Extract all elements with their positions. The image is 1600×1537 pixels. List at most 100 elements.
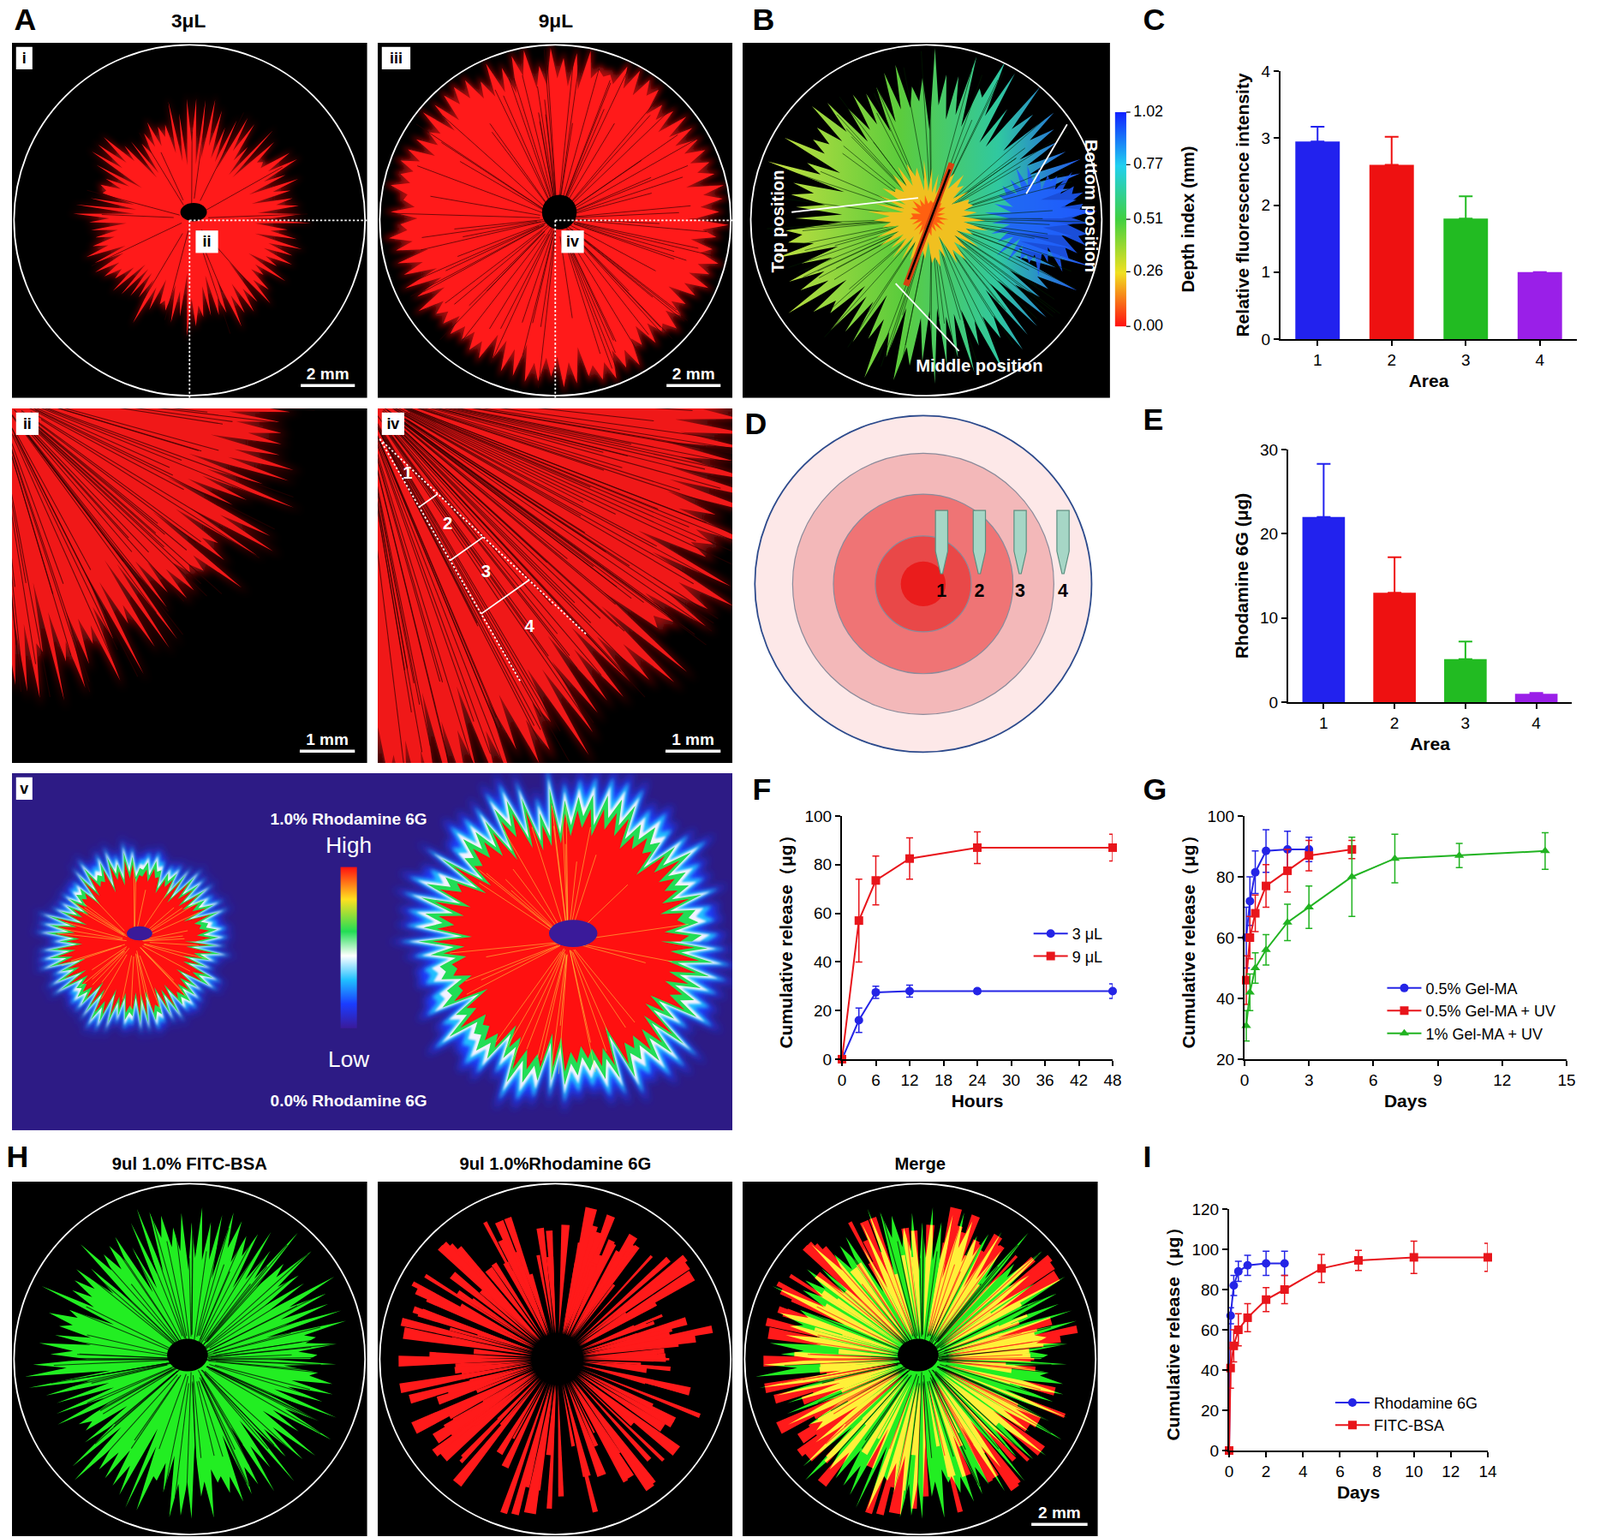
svg-text:6: 6 <box>871 1071 881 1090</box>
svg-text:3: 3 <box>1304 1071 1314 1090</box>
svg-text:ii: ii <box>202 232 212 251</box>
svg-text:9: 9 <box>1433 1071 1444 1090</box>
svg-text:2: 2 <box>1387 351 1398 370</box>
svg-text:2: 2 <box>974 580 986 602</box>
svg-text:100: 100 <box>1207 807 1236 826</box>
svg-text:Top position: Top position <box>769 170 789 274</box>
svg-text:100: 100 <box>1192 1241 1220 1260</box>
svg-text:Depth index (mm): Depth index (mm) <box>1178 146 1198 293</box>
svg-text:2 mm: 2 mm <box>672 364 716 383</box>
svg-text:i: i <box>22 49 27 67</box>
svg-text:2: 2 <box>1390 713 1400 732</box>
svg-text:12: 12 <box>901 1071 920 1090</box>
svg-text:120: 120 <box>1192 1200 1220 1219</box>
svg-text:3 μL: 3 μL <box>1072 925 1103 944</box>
svg-text:iv: iv <box>386 414 400 432</box>
svg-text:1: 1 <box>1313 351 1323 370</box>
svg-text:4: 4 <box>1261 62 1272 81</box>
svg-text:iv: iv <box>566 232 580 251</box>
svg-text:9ul 1.0% FITC-BSA: 9ul 1.0% FITC-BSA <box>112 1154 268 1174</box>
svg-text:H: H <box>5 1140 29 1175</box>
svg-text:2 mm: 2 mm <box>306 364 350 383</box>
svg-text:0.5% Gel-MA: 0.5% Gel-MA <box>1426 980 1518 998</box>
svg-text:1: 1 <box>937 580 948 602</box>
svg-text:80: 80 <box>1216 868 1235 887</box>
svg-text:9 μL: 9 μL <box>1072 949 1103 967</box>
svg-text:High: High <box>325 832 372 859</box>
svg-text:0: 0 <box>1224 1462 1235 1481</box>
svg-text:60: 60 <box>1216 929 1235 948</box>
svg-text:Cumulative release（μg）: Cumulative release（μg） <box>1164 1219 1184 1442</box>
svg-text:D: D <box>745 406 768 442</box>
svg-text:2: 2 <box>1261 1462 1272 1481</box>
svg-text:18: 18 <box>934 1071 953 1090</box>
svg-text:Days: Days <box>1337 1483 1380 1504</box>
svg-text:10: 10 <box>1259 608 1278 627</box>
svg-text:1 mm: 1 mm <box>671 730 715 749</box>
svg-text:14: 14 <box>1479 1462 1499 1481</box>
svg-text:1.0% Rhodamine 6G: 1.0% Rhodamine 6G <box>270 810 428 829</box>
svg-text:3: 3 <box>1461 351 1471 370</box>
svg-text:15: 15 <box>1558 1071 1577 1090</box>
svg-text:30: 30 <box>1259 440 1278 459</box>
svg-text:20: 20 <box>1259 525 1278 544</box>
svg-text:48: 48 <box>1104 1071 1123 1090</box>
svg-text:Area: Area <box>1408 370 1450 391</box>
svg-text:Relative fluorescence intensit: Relative fluorescence intensity <box>1233 72 1254 337</box>
svg-text:C: C <box>1142 3 1165 38</box>
svg-text:3: 3 <box>1261 129 1272 148</box>
svg-text:0: 0 <box>1261 330 1272 349</box>
svg-text:80: 80 <box>1200 1281 1219 1300</box>
svg-text:Rhodamine 6G (μg): Rhodamine 6G (μg) <box>1231 492 1252 659</box>
svg-text:2 mm: 2 mm <box>1038 1504 1081 1523</box>
svg-text:0: 0 <box>837 1071 848 1090</box>
svg-text:20: 20 <box>813 1002 832 1021</box>
svg-text:40: 40 <box>1200 1361 1219 1380</box>
svg-text:40: 40 <box>813 953 832 972</box>
svg-text:Cumulative release（μg）: Cumulative release（μg） <box>776 826 796 1049</box>
svg-text:Middle position: Middle position <box>915 356 1043 376</box>
svg-text:8: 8 <box>1373 1462 1383 1481</box>
svg-text:60: 60 <box>813 904 832 923</box>
svg-text:4: 4 <box>1535 351 1546 370</box>
svg-text:1: 1 <box>1261 262 1272 281</box>
svg-text:0: 0 <box>1240 1071 1250 1090</box>
svg-text:4: 4 <box>1057 580 1069 602</box>
svg-text:1: 1 <box>402 463 412 483</box>
svg-text:A: A <box>14 3 37 38</box>
svg-text:Low: Low <box>328 1046 370 1073</box>
svg-text:10: 10 <box>1404 1462 1423 1481</box>
svg-text:6: 6 <box>1368 1071 1379 1090</box>
svg-text:42: 42 <box>1069 1071 1088 1090</box>
svg-text:1: 1 <box>1319 713 1329 732</box>
svg-text:I: I <box>1142 1140 1152 1175</box>
svg-text:4: 4 <box>1298 1462 1308 1481</box>
svg-text:0.00: 0.00 <box>1134 316 1165 335</box>
svg-text:0: 0 <box>823 1050 833 1069</box>
svg-text:9ul 1.0%Rhodamine 6G: 9ul 1.0%Rhodamine 6G <box>459 1154 651 1174</box>
svg-text:v: v <box>20 780 30 798</box>
svg-text:0: 0 <box>1269 692 1279 711</box>
svg-text:3μL: 3μL <box>171 10 206 32</box>
svg-text:Merge: Merge <box>895 1154 947 1174</box>
svg-text:0.5% Gel-MA + UV: 0.5% Gel-MA + UV <box>1426 1002 1557 1021</box>
svg-text:1 mm: 1 mm <box>306 730 350 749</box>
svg-text:4: 4 <box>524 616 535 636</box>
svg-text:1% Gel-MA + UV: 1% Gel-MA + UV <box>1426 1026 1544 1044</box>
svg-text:Area: Area <box>1409 734 1451 754</box>
svg-text:0: 0 <box>1210 1442 1220 1461</box>
svg-text:3: 3 <box>1460 713 1470 732</box>
svg-text:4: 4 <box>1531 713 1541 732</box>
svg-text:E: E <box>1142 403 1164 438</box>
svg-text:iii: iii <box>389 49 403 67</box>
svg-text:ii: ii <box>23 414 32 432</box>
svg-text:0.51: 0.51 <box>1134 209 1165 227</box>
svg-text:24: 24 <box>968 1071 988 1090</box>
svg-text:80: 80 <box>813 855 832 874</box>
svg-text:G: G <box>1142 772 1167 807</box>
svg-text:40: 40 <box>1216 990 1235 1009</box>
svg-text:B: B <box>752 3 775 38</box>
svg-text:36: 36 <box>1036 1071 1055 1090</box>
svg-text:20: 20 <box>1200 1402 1219 1421</box>
svg-text:Rhodamine 6G: Rhodamine 6G <box>1373 1395 1478 1413</box>
